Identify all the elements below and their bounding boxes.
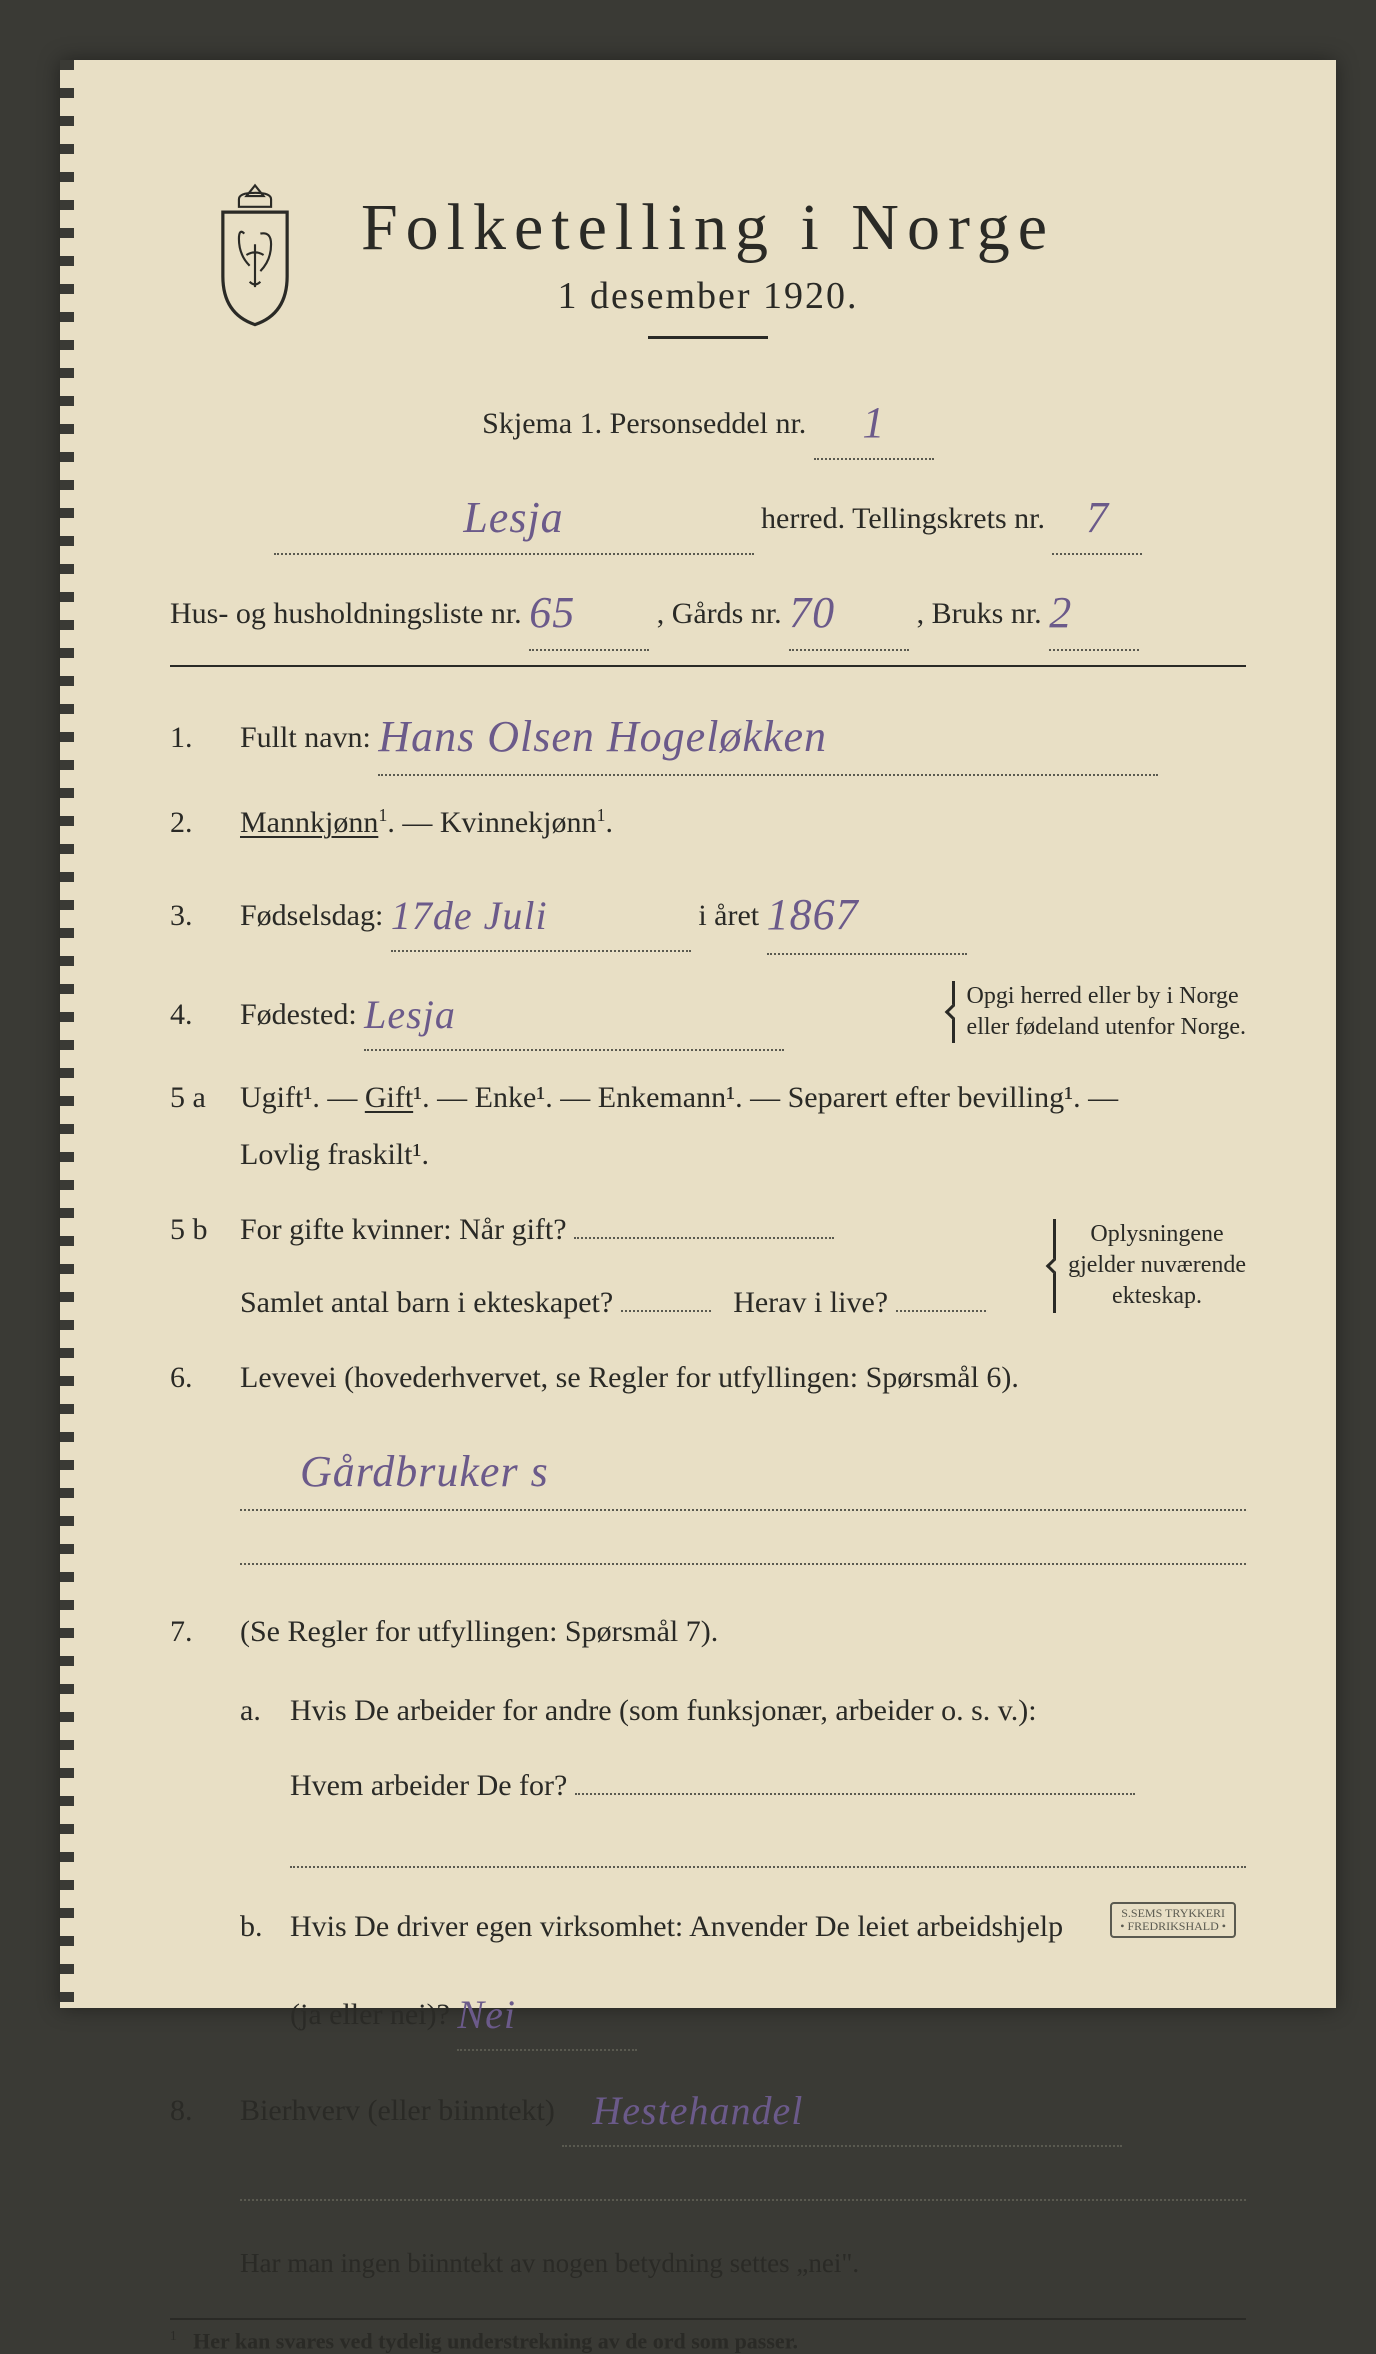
- gards-nr: 70: [789, 588, 835, 637]
- q7a-label: a.: [240, 1682, 290, 1888]
- section-divider-1: [170, 665, 1246, 667]
- q8-blank-line: [240, 2167, 1246, 2201]
- q4-num: 4.: [170, 998, 240, 1032]
- q7b-value: Nei: [457, 1992, 516, 2037]
- q5b-line2a: Samlet antal barn i ekteskapet?: [240, 1286, 613, 1319]
- footnote-num: 1: [170, 2328, 177, 2343]
- q7b-text1: Hvis De driver egen virksomhet: Anvender…: [290, 1898, 1246, 1955]
- q5a-num: 5 a: [170, 1081, 240, 1115]
- q4-note: Opgi herred eller by i Norge eller fødel…: [952, 981, 1246, 1043]
- q5a-gift: Gift: [365, 1081, 413, 1114]
- q2-mannkjonn: Mannkjønn: [240, 806, 378, 839]
- q5b-note-c: ekteskap.: [1068, 1281, 1246, 1312]
- tellingskrets-nr: 7: [1086, 493, 1109, 542]
- q5b-num: 5 b: [170, 1213, 240, 1247]
- tail-note: Har man ingen biinntekt av nogen betydni…: [240, 2239, 1246, 2288]
- footnote-divider: [170, 2318, 1246, 2320]
- schema-line-2: Lesja herred. Tellingskrets nr. 7: [170, 474, 1246, 555]
- q3-label: Fødselsdag:: [240, 899, 383, 932]
- q2-rest: . — Kvinnekjønn: [387, 806, 596, 839]
- question-2: 2. Mannkjønn1. — Kvinnekjønn1.: [170, 794, 1246, 851]
- q6-num: 6.: [170, 1361, 240, 1395]
- q6-blank-line: [240, 1531, 1246, 1565]
- main-title: Folketelling i Norge: [170, 190, 1246, 266]
- q3-year: 1867: [767, 890, 859, 939]
- q5b-line2b: Herav i live?: [733, 1286, 888, 1319]
- question-8: 8. Bierhverv (eller biinntekt) Hestehand…: [170, 2069, 1246, 2221]
- q5a-text1: Ugift¹. —: [240, 1081, 365, 1114]
- footnote-text: Her kan svares ved tydelig understreknin…: [193, 2328, 798, 2353]
- q2-sup1: 1: [378, 805, 387, 825]
- husliste-nr: 65: [529, 588, 575, 637]
- q5a-line2: Lovlig fraskilt¹.: [240, 1126, 1246, 1183]
- question-3: 3. Fødselsdag: 17de Juli i året 1867: [170, 869, 1246, 955]
- question-1: 1. Fullt navn: Hans Olsen Hogeløkken: [170, 691, 1246, 777]
- left-perforation: [60, 60, 74, 2008]
- question-5b: 5 b For gifte kvinner: Når gift? Samlet …: [170, 1201, 1246, 1331]
- question-6: 6. Levevei (hovederhvervet, se Regler fo…: [170, 1349, 1246, 1586]
- q2-sup2: 1: [596, 805, 605, 825]
- q5b-note-a: Oplysningene: [1068, 1219, 1246, 1250]
- skjema-label: Skjema 1. Personseddel nr.: [482, 407, 806, 440]
- schema-block: Skjema 1. Personseddel nr. 1 Lesja herre…: [170, 379, 1246, 555]
- q8-label: Bierhverv (eller biinntekt): [240, 2094, 555, 2127]
- bruks-nr: 2: [1049, 588, 1072, 637]
- q4-label: Fødested:: [240, 998, 357, 1031]
- q7-num: 7.: [170, 1615, 240, 1649]
- schema-line-1: Skjema 1. Personseddel nr. 1: [170, 379, 1246, 460]
- personseddel-nr: 1: [862, 398, 885, 447]
- herred-label: herred. Tellingskrets nr.: [761, 502, 1045, 535]
- date-subtitle: 1 desember 1920.: [170, 274, 1246, 318]
- q3-num: 3.: [170, 899, 240, 933]
- q7a-text2: Hvem arbeider De for?: [290, 1769, 567, 1802]
- gards-label: , Gårds nr.: [657, 597, 782, 630]
- q5b-note-b: gjelder nuværende: [1068, 1250, 1246, 1281]
- document-header: Folketelling i Norge 1 desember 1920.: [170, 190, 1246, 339]
- q7b-text2: (ja eller nei)?: [290, 1998, 450, 2031]
- question-5a: 5 a Ugift¹. — Gift¹. — Enke¹. — Enkemann…: [170, 1069, 1246, 1183]
- q4-note-a: Opgi herred eller by i Norge: [967, 981, 1246, 1012]
- q4-value: Lesja: [364, 992, 456, 1037]
- q5a-rest: ¹. — Enke¹. — Enkemann¹. — Separert efte…: [413, 1081, 1118, 1114]
- q3-day: 17de Juli: [391, 893, 548, 938]
- herred-name: Lesja: [463, 493, 563, 542]
- q2-num: 2.: [170, 806, 240, 840]
- page-container: Folketelling i Norge 1 desember 1920. Sk…: [0, 0, 1376, 2048]
- q1-num: 1.: [170, 721, 240, 755]
- q8-value: Hestehandel: [592, 2088, 803, 2133]
- schema-line-3: Hus- og husholdningsliste nr. 65 , Gårds…: [170, 569, 1246, 650]
- question-4: 4. Fødested: Lesja Opgi herred eller by …: [170, 973, 1246, 1051]
- husliste-label: Hus- og husholdningsliste nr.: [170, 597, 522, 630]
- stamp-line-a: S.SEMS TRYKKERI: [1120, 1907, 1226, 1920]
- printer-stamp: S.SEMS TRYKKERI • FREDRIKSHALD •: [1110, 1902, 1236, 1938]
- q7a-text1: Hvis De arbeider for andre (som funksjon…: [290, 1682, 1246, 1739]
- q1-value: Hans Olsen Hogeløkken: [378, 712, 827, 761]
- q5b-line1: For gifte kvinner: Når gift?: [240, 1213, 567, 1246]
- q6-value: Gårdbruker s: [300, 1447, 549, 1496]
- q7b-label: b.: [240, 1898, 290, 2051]
- q5b-note: Oplysningene gjelder nuværende ekteskap.: [1053, 1219, 1246, 1313]
- document-paper: Folketelling i Norge 1 desember 1920. Sk…: [60, 60, 1336, 2008]
- coat-of-arms-icon: [200, 180, 310, 330]
- title-divider: [648, 336, 768, 339]
- bruks-label: , Bruks nr.: [917, 597, 1042, 630]
- question-7: 7. (Se Regler for utfyllingen: Spørsmål …: [170, 1603, 1246, 2051]
- q3-year-label: i året: [698, 899, 759, 932]
- stamp-line-b: • FREDRIKSHALD •: [1120, 1920, 1226, 1933]
- q7a-blank-line: [290, 1834, 1246, 1868]
- footnote: 1 Her kan svares ved tydelig understrekn…: [170, 2328, 1246, 2354]
- q7-label: (Se Regler for utfyllingen: Spørsmål 7).: [240, 1615, 718, 1648]
- q6-label: Levevei (hovederhvervet, se Regler for u…: [240, 1361, 1019, 1394]
- q4-note-b: eller fødeland utenfor Norge.: [967, 1012, 1246, 1043]
- q8-num: 8.: [170, 2094, 240, 2128]
- q1-label: Fullt navn:: [240, 721, 371, 754]
